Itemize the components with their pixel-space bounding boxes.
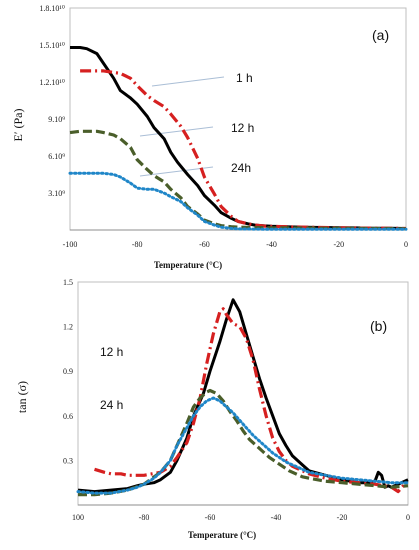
x-tick-label: -60 [205, 513, 216, 522]
y-axis-label-a: E′ (Pa) [11, 109, 25, 142]
chart-panel-b: (b) Temperature (°C) tan (σ) 100 -80 -60 -4… [15, 278, 410, 540]
x-tick-label: 0 [404, 240, 408, 249]
y-tick-label: 1.5.10¹⁰ [39, 41, 65, 50]
y-tick-label: 9.10⁹ [48, 115, 65, 124]
x-axis-label-b: Temperature (°C) [188, 530, 256, 540]
series-line-dotted [68, 171, 408, 231]
series-line-dotted [76, 396, 410, 495]
x-tick-label: 0 [406, 513, 410, 522]
y-tick-label: 1.5 [63, 278, 73, 287]
x-axis-label-a: Temperature (°C) [154, 260, 222, 270]
x-tick-label: -80 [139, 513, 150, 522]
y-tick-label: 6.10⁹ [48, 152, 65, 161]
y-tick-label: 1.2.10¹⁰ [39, 78, 65, 87]
y-tick-label: 3.10⁹ [48, 189, 65, 198]
ticks-b: 100 -80 -60 -40 -20 0 0.3 0.6 0.9 1.2 1.5 [63, 278, 410, 522]
x-tick-label: -100 [63, 240, 78, 249]
x-tick-label: -80 [132, 240, 143, 249]
y-tick-label: 1.2 [63, 323, 73, 332]
leader-line-1h [151, 76, 225, 87]
leader-line-12h [139, 126, 214, 137]
plot-frame-a [69, 7, 407, 231]
series-line-dashdot [94, 307, 406, 494]
panel-label-a: (a) [372, 27, 389, 43]
ticks-a: -100 -80 -60 -40 -20 0 3.10⁹ 6.10⁹ 9.10⁹ 1.2.10¹⁰… [39, 4, 408, 249]
annotation-24h-b: 24 h [100, 398, 123, 412]
y-axis-label-b: tan (σ) [15, 381, 29, 413]
x-tick-label: -60 [199, 240, 210, 249]
x-tick-label: -20 [333, 240, 344, 249]
chart-panel-a: (a) Temperature (°C) E′ (Pa) -100 -80 -60-… [11, 4, 408, 270]
annotation-12h-b: 12 h [100, 345, 123, 359]
annotation-1h: 1 h [236, 71, 253, 85]
x-tick-label: -40 [271, 513, 282, 522]
y-tick-label: 0.3 [63, 456, 73, 465]
annotation-12h: 12 h [231, 121, 254, 135]
series-line-solid [70, 46, 407, 230]
y-tick-label: 0.6 [63, 412, 73, 421]
panel-label-b: (b) [370, 318, 387, 334]
annotation-24h: 24h [231, 161, 251, 175]
plot-frame-b [77, 281, 409, 506]
x-tick-label: -40 [266, 240, 277, 249]
y-tick-label: 0.9 [63, 367, 73, 376]
y-tick-label: 1.8.10¹⁰ [39, 4, 65, 13]
x-tick-label: -20 [337, 513, 348, 522]
x-tick-label: 100 [72, 513, 84, 522]
series-group-a [68, 46, 408, 231]
series-group-b [76, 298, 410, 497]
